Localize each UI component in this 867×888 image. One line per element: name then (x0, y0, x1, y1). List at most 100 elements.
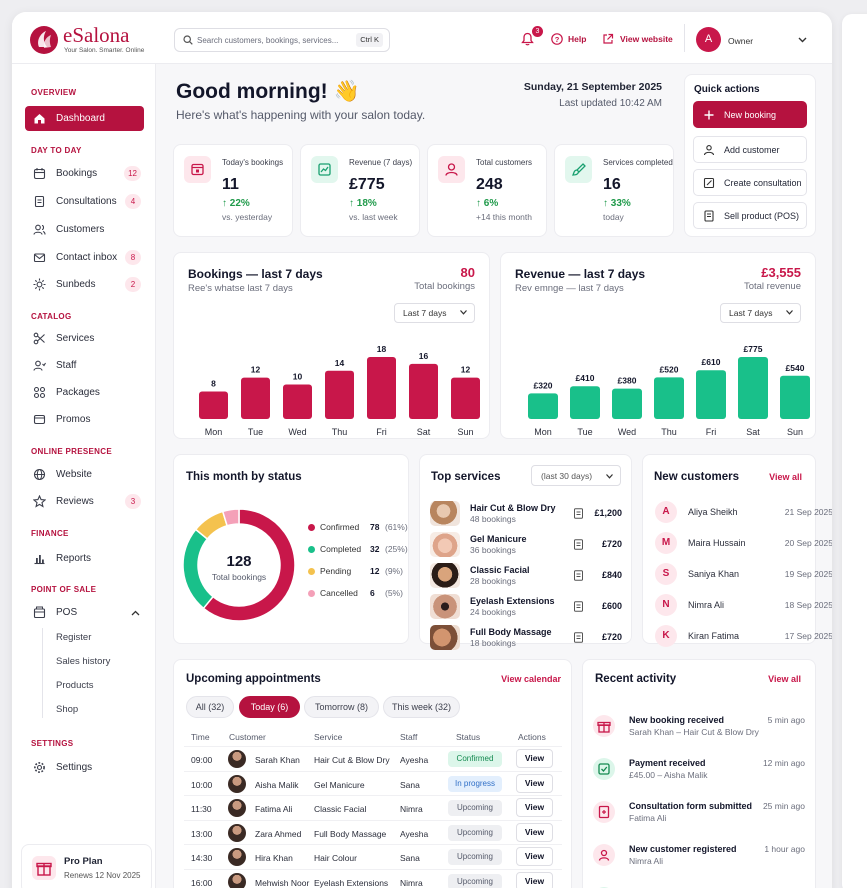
stat-card-revenue[interactable]: Revenue (7 days) £775 ↑ 18% vs. last wee… (300, 144, 420, 237)
bar-thu[interactable] (654, 377, 684, 419)
search-box[interactable]: Ctrl K (174, 28, 390, 52)
bar-thu[interactable] (325, 370, 354, 419)
sidebar-item-reviews[interactable]: Reviews 3 (25, 489, 144, 514)
x-tick-label: Tue (577, 427, 592, 437)
sidebar-item-services[interactable]: Services (25, 326, 144, 351)
bar-fri[interactable] (367, 357, 396, 419)
bar-tue[interactable] (570, 386, 600, 419)
bar-tue[interactable] (241, 377, 270, 419)
count-badge: 8 (125, 250, 141, 265)
sidebar-item-website[interactable]: Website (25, 462, 144, 487)
help-icon[interactable]: ? (551, 33, 563, 45)
view-calendar-link[interactable]: View calendar (501, 674, 561, 684)
sidebar-item-packages[interactable]: Packages (25, 380, 144, 405)
view-appointment-button[interactable]: View (516, 871, 553, 888)
tab-tomorrow[interactable]: Tomorrow (8) (304, 696, 379, 718)
sidebar-item-dashboard[interactable]: Dashboard (25, 106, 144, 131)
customer-row[interactable]: S Saniya Khan 19 Sep 2025 (653, 563, 832, 587)
appointment-staff: Ayesha (400, 828, 429, 839)
customer-row[interactable]: A Aliya Sheikh 21 Sep 2025 (653, 501, 832, 525)
notifications-bell-icon[interactable] (521, 32, 534, 46)
view-appointment-button[interactable]: View (516, 822, 553, 842)
sell-product-button[interactable]: Sell product (POS) (693, 202, 807, 229)
service-row[interactable]: Eyelash Extensions 24 bookings £600 (430, 594, 622, 622)
service-row[interactable]: Hair Cut & Blow Dry 48 bookings £1,200 (430, 501, 622, 529)
tab-all[interactable]: All (32) (186, 696, 234, 718)
tab-today[interactable]: Today (6) (239, 696, 300, 718)
sidebar-item-pos[interactable]: POS (25, 600, 144, 625)
globe-icon (33, 468, 46, 481)
service-row[interactable]: Gel Manicure 36 bookings £720 (430, 532, 622, 560)
brand-logo-icon (30, 26, 58, 54)
donut-slice-confirmed[interactable] (202, 508, 296, 622)
sidebar-item-label: Bookings (56, 168, 98, 179)
plan-card[interactable]: Pro Plan Renews 12 Nov 2025 (21, 844, 152, 888)
view-website-link[interactable]: View website (620, 34, 673, 44)
sidebar-item-customers[interactable]: Customers (25, 217, 144, 242)
stat-card-customers[interactable]: Total customers 248 ↑ 6% +14 this month (427, 144, 547, 237)
view-appointment-button[interactable]: View (516, 773, 553, 793)
new-booking-button[interactable]: New booking (693, 101, 807, 128)
add-customer-button[interactable]: Add customer (693, 136, 807, 163)
search-input[interactable] (197, 33, 347, 48)
user-avatar[interactable]: A (696, 27, 721, 52)
bar-mon[interactable] (199, 391, 228, 419)
donut-slice-completed[interactable] (182, 528, 215, 610)
table-row[interactable]: 10:00 Aisha Malik Gel Manicure Sana In progr… (184, 770, 562, 795)
sidebar-item-settings[interactable]: Settings (25, 755, 144, 780)
bar-sat[interactable] (738, 357, 768, 419)
customer-row[interactable]: K Kiran Fatima 17 Sep 2025 (653, 625, 832, 649)
activity-item[interactable]: New booking received Sarah Khan – Hair Cu… (593, 713, 805, 753)
sidebar-subitem-shop[interactable]: Shop (56, 704, 79, 715)
donut-slice-cancelled[interactable] (221, 508, 240, 527)
view-appointment-button[interactable]: View (516, 798, 553, 817)
sidebar-item-contact-inbox[interactable]: Contact inbox 8 (25, 245, 144, 270)
bar-wed[interactable] (612, 388, 642, 419)
tab-this[interactable]: This week (32) (383, 696, 460, 718)
services-range-select[interactable]: (last 30 days) (531, 465, 621, 486)
chevron-up-icon[interactable] (131, 610, 140, 616)
customer-row[interactable]: N Nimra Ali 18 Sep 2025 (653, 594, 832, 618)
service-row[interactable]: Full Body Massage 18 bookings £720 (430, 625, 622, 653)
activity-item[interactable]: Consultation form submitted Fatima Ali 25 … (593, 799, 805, 839)
bar-mon[interactable] (528, 393, 558, 419)
table-row[interactable]: 16:00 Mehwish Noor Eyelash Extensions Nimra… (184, 868, 562, 888)
table-row[interactable]: 11:30 Fatima Ali Classic Facial Nimra Upcomi… (184, 795, 562, 819)
sidebar-subitem-products[interactable]: Products (56, 680, 94, 691)
bar-wed[interactable] (283, 384, 312, 419)
bar-fri[interactable] (696, 370, 726, 419)
view-all-customers-link[interactable]: View all (769, 472, 802, 482)
view-appointment-button[interactable]: View (516, 847, 553, 866)
activity-item[interactable]: New customer registered Nimra Ali 1 hour a… (593, 842, 805, 882)
bar-sat[interactable] (409, 363, 438, 419)
sidebar-item-sunbeds[interactable]: Sunbeds 2 (25, 272, 144, 297)
view-appointment-button[interactable]: View (516, 749, 553, 768)
create-consultation-button[interactable]: Create consultation (693, 169, 807, 196)
sidebar-item-reports[interactable]: Reports (25, 546, 144, 571)
range-select[interactable]: Last 7 days (720, 303, 801, 323)
donut-total-label: Total bookings (212, 572, 266, 582)
bar-sun[interactable] (780, 375, 810, 419)
table-row[interactable]: 13:00 Zara Ahmed Full Body Massage Ayesha Up… (184, 819, 562, 844)
sidebar-item-staff[interactable]: Staff (25, 353, 144, 378)
sidebar-item-bookings[interactable]: Bookings 12 (25, 161, 144, 186)
bar-sun[interactable] (451, 377, 480, 419)
help-link[interactable]: Help (568, 34, 587, 44)
stat-card-services[interactable]: Services completed 16 ↑ 33% today (554, 144, 674, 237)
stat-card-bookings[interactable]: Today's bookings 11 ↑ 22% vs. yesterday (173, 144, 293, 237)
chevron-down-icon[interactable] (798, 37, 807, 43)
activity-item[interactable]: Payment received £45.00 – Aisha Malik 12 m… (593, 756, 805, 796)
sidebar-item-promos[interactable]: Promos (25, 407, 144, 432)
sidebar-subitem-register[interactable]: Register (56, 632, 92, 643)
table-row[interactable]: 14:30 Hira Khan Hair Colour Sana Upcoming Vie… (184, 844, 562, 868)
x-tick-label: Wed (618, 427, 636, 437)
range-select[interactable]: Last 7 days (394, 303, 475, 323)
view-all-activity-link[interactable]: View all (768, 674, 801, 684)
user-role[interactable]: Owner (728, 36, 754, 46)
customer-row[interactable]: M Maira Hussain 20 Sep 2025 (653, 532, 832, 556)
receipt-icon (574, 632, 583, 643)
sidebar-item-consultations[interactable]: Consultations 4 (25, 189, 144, 214)
sidebar-subitem-sales-history[interactable]: Sales history (56, 656, 111, 667)
table-row[interactable]: 09:00 Sarah Khan Hair Cut & Blow Dry Ayesha… (184, 746, 562, 770)
service-row[interactable]: Classic Facial 28 bookings £840 (430, 563, 622, 591)
